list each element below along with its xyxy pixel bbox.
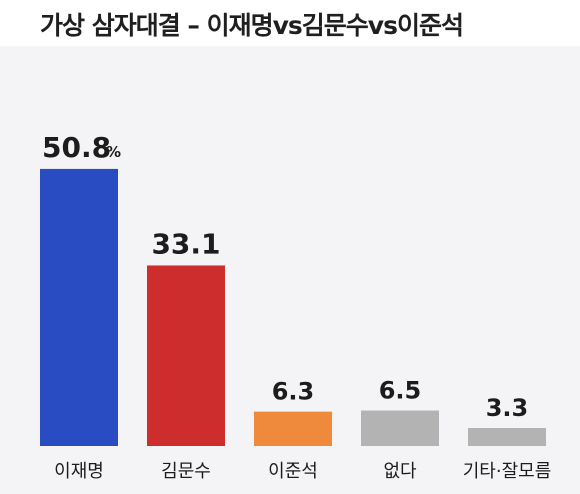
category-labels-group: 이재명 김문수 이준석 없다 기타·잘모름 bbox=[54, 461, 551, 482]
chart-title: 가상 삼자대결 – 이재명vs김문수vs이준석 bbox=[40, 11, 464, 40]
bars-group bbox=[40, 168, 546, 446]
bar-1 bbox=[40, 168, 118, 446]
value-label-4: 6.5 bbox=[379, 377, 422, 405]
bar-3 bbox=[254, 411, 332, 446]
unit-label: % bbox=[106, 143, 121, 161]
category-label-5: 기타·잘모름 bbox=[463, 461, 552, 482]
value-label-1: 50.8 bbox=[42, 131, 111, 164]
category-label-1: 이재명 bbox=[54, 461, 104, 482]
value-labels-group: 50.8% 33.1 6.3 6.5 3.3 bbox=[42, 131, 528, 422]
title-bar: 가상 삼자대결 – 이재명vs김문수vs이준석 bbox=[0, 0, 580, 46]
bar-5 bbox=[468, 428, 546, 446]
category-label-2: 김문수 bbox=[161, 461, 211, 482]
value-label-5: 3.3 bbox=[486, 394, 529, 422]
value-label-3: 6.3 bbox=[272, 378, 315, 406]
bar-2 bbox=[147, 265, 225, 446]
value-label-2: 33.1 bbox=[151, 227, 220, 260]
category-label-3: 이준석 bbox=[268, 461, 318, 482]
category-label-4: 없다 bbox=[383, 461, 417, 482]
bar-4 bbox=[361, 410, 439, 446]
